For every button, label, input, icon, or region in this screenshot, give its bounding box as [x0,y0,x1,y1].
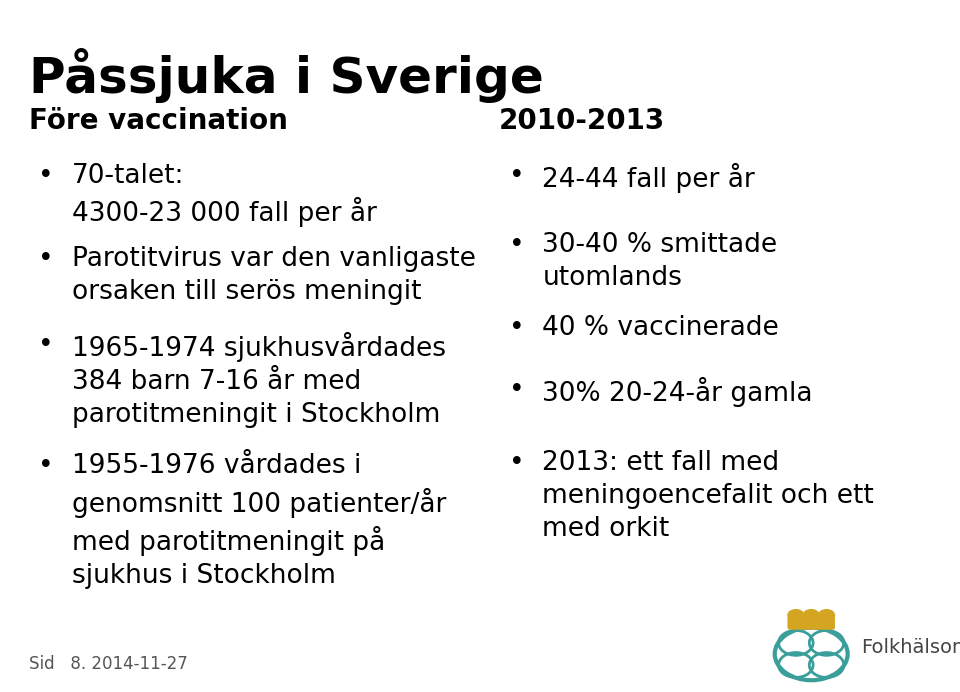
Text: Folkhälsomyndigheten: Folkhälsomyndigheten [861,637,960,657]
Text: 2010-2013: 2010-2013 [499,107,665,135]
Text: •: • [38,332,54,358]
Text: •: • [509,315,524,341]
Text: 30% 20-24-år gamla: 30% 20-24-år gamla [542,377,813,407]
Text: 1965-1974 sjukhusvårdades
384 barn 7-16 år med
parotitmeningit i Stockholm: 1965-1974 sjukhusvårdades 384 barn 7-16 … [72,332,446,428]
Text: •: • [509,450,524,476]
Text: •: • [38,453,54,480]
Text: Före vaccination: Före vaccination [29,107,288,135]
Text: Parotitvirus var den vanligaste
orsaken till serös meningit: Parotitvirus var den vanligaste orsaken … [72,246,476,304]
Text: •: • [509,163,524,189]
Text: Påssjuka i Sverige: Påssjuka i Sverige [29,48,543,103]
Text: 70-talet:
4300-23 000 fall per år: 70-talet: 4300-23 000 fall per år [72,163,377,227]
Text: •: • [38,246,54,272]
Circle shape [818,609,835,621]
Text: 40 % vaccinerade: 40 % vaccinerade [542,315,780,341]
Text: 30-40 % smittade
utomlands: 30-40 % smittade utomlands [542,232,778,291]
FancyBboxPatch shape [788,617,834,629]
Circle shape [803,609,820,621]
Text: •: • [38,163,54,189]
Text: 2013: ett fall med
meningoencefalit och ett
med orkit: 2013: ett fall med meningoencefalit och … [542,450,875,542]
Text: Sid   8. 2014-11-27: Sid 8. 2014-11-27 [29,655,187,673]
Text: •: • [509,377,524,403]
Circle shape [787,609,804,621]
Text: •: • [509,232,524,258]
Text: 24-44 fall per år: 24-44 fall per år [542,163,756,192]
Text: 1955-1976 vårdades i
genomsnitt 100 patienter/år
med parotitmeningit på
sjukhus : 1955-1976 vårdades i genomsnitt 100 pati… [72,453,446,589]
